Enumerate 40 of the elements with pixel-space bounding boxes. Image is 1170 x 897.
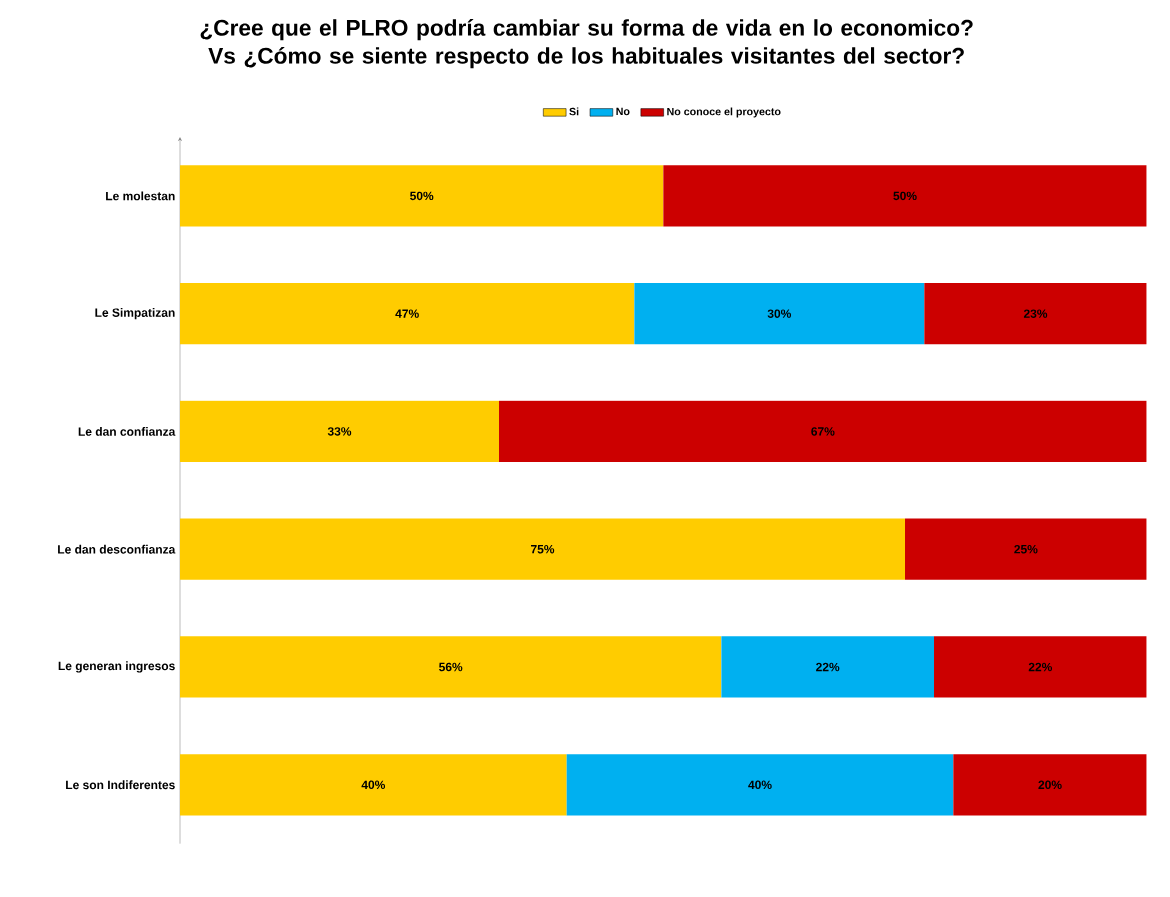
bar	[180, 518, 906, 580]
data-label: 47%	[395, 309, 419, 318]
bar	[924, 283, 1147, 345]
data-label: 33%	[327, 427, 352, 436]
data-label: 75%	[531, 544, 555, 554]
data-label: 50%	[410, 191, 434, 201]
y-tick-label: Le dan desconfianza	[58, 544, 176, 554]
chart-title: ¿Cree que el PLRO podría cambiar su forma de vida en lo economico? Vs ¿Cómo se siente respecto de los habituales visitantes del sector?	[200, 19, 973, 69]
data-label: 20%	[1038, 780, 1062, 790]
bar	[180, 400, 500, 463]
y-tick-label: Le son Indiferentes	[66, 780, 175, 790]
bar	[180, 165, 664, 227]
bar	[905, 518, 1147, 580]
y-tick-label: Le Simpatizan	[95, 308, 175, 320]
data-label: 25%	[1014, 544, 1038, 554]
bar	[934, 636, 1147, 698]
legend-label: No	[616, 107, 630, 116]
data-label: 56%	[439, 662, 463, 672]
data-label: 22%	[1028, 662, 1053, 672]
data-label: 30%	[767, 309, 792, 318]
y-tick-label: Le generan ingresos	[58, 661, 175, 673]
data-label: 40%	[748, 780, 772, 790]
legend-label: No conoce el proyecto	[667, 107, 781, 118]
y-tick-label: Le molestan	[106, 191, 175, 201]
bar	[566, 754, 954, 816]
bar	[634, 283, 925, 345]
bar	[721, 636, 935, 698]
data-label: 23%	[1023, 309, 1048, 318]
data-label: 67%	[811, 427, 835, 436]
bar	[499, 400, 1147, 463]
data-label: 40%	[361, 780, 386, 790]
bar	[180, 283, 635, 345]
bar	[180, 636, 722, 698]
bar	[663, 165, 1147, 227]
bar	[180, 754, 567, 816]
y-tick-label: Le dan confianza	[78, 427, 176, 436]
bar	[953, 754, 1147, 816]
data-label: 22%	[816, 662, 840, 672]
data-label: 50%	[893, 191, 917, 201]
legend-label: Si	[569, 107, 579, 116]
